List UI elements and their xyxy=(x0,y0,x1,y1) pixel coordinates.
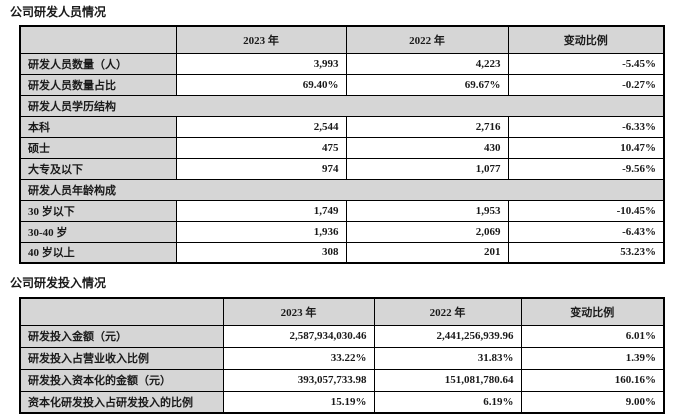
table-section-row: 研发人员学历结构 xyxy=(19,94,665,117)
value-cell-2023: 3,993 xyxy=(175,52,347,75)
table-row: 大专及以下 974 1,077 -9.56% xyxy=(19,157,665,180)
table-row: 硕士 475 430 10.47% xyxy=(19,136,665,159)
rnd-personnel-section-title: 公司研发人员情况 xyxy=(10,5,107,19)
value-cell-change: -10.45% xyxy=(507,199,665,222)
value-cell-2022: 1,077 xyxy=(345,157,509,180)
table-row: 40 岁以上 308 201 53.23% xyxy=(19,241,665,264)
value-cell-change: -5.45% xyxy=(507,52,665,75)
table-section-row: 研发人员年龄构成 xyxy=(19,178,665,201)
value-cell-change: -0.27% xyxy=(507,73,665,96)
value-cell-2022: 2,716 xyxy=(345,115,509,138)
header-change-ratio: 变动比例 xyxy=(520,297,665,326)
row-label-cell: 本科 xyxy=(19,115,177,138)
value-cell-2022: 430 xyxy=(345,136,509,159)
table-header-row: 2023 年 2022 年 变动比例 xyxy=(19,297,665,326)
rnd-investment-table: 2023 年 2022 年 变动比例 研发投入金额（元） 2,587,934,0… xyxy=(19,297,665,414)
row-label-cell: 资本化研发投入占研发投入的比例 xyxy=(19,390,224,414)
value-cell-change: 6.01% xyxy=(520,324,665,348)
row-label-cell: 30-40 岁 xyxy=(19,220,177,243)
value-cell-2022: 2,069 xyxy=(345,220,509,243)
table-header-row: 2023 年 2022 年 变动比例 xyxy=(19,25,665,54)
blank-header-cell xyxy=(19,25,177,54)
section-label-cell: 研发人员学历结构 xyxy=(19,94,665,117)
table-row: 研发投入占营业收入比例 33.22% 31.83% 1.39% xyxy=(19,346,665,370)
value-cell-2023: 1,936 xyxy=(175,220,347,243)
table-row: 研发人员数量占比 69.40% 69.67% -0.27% xyxy=(19,73,665,96)
header-2023: 2023 年 xyxy=(175,25,347,54)
table-row: 研发投入资本化的金额（元） 393,057,733.98 151,081,780… xyxy=(19,368,665,392)
value-cell-change: 10.47% xyxy=(507,136,665,159)
value-cell-2022: 201 xyxy=(345,241,509,264)
value-cell-2023: 1,749 xyxy=(175,199,347,222)
header-change-ratio: 变动比例 xyxy=(507,25,665,54)
value-cell-change: -9.56% xyxy=(507,157,665,180)
header-2022: 2022 年 xyxy=(373,297,522,326)
value-cell-change: 53.23% xyxy=(507,241,665,264)
section-label-cell: 研发人员年龄构成 xyxy=(19,178,665,201)
blank-header-cell xyxy=(19,297,224,326)
value-cell-2023: 475 xyxy=(175,136,347,159)
row-label-cell: 研发投入资本化的金额（元） xyxy=(19,368,224,392)
rnd-investment-section-title: 公司研发投入情况 xyxy=(10,276,107,290)
table-row: 30 岁以下 1,749 1,953 -10.45% xyxy=(19,199,665,222)
rnd-personnel-table: 2023 年 2022 年 变动比例 研发人员数量（人） 3,993 4,223… xyxy=(19,25,665,264)
value-cell-2022: 2,441,256,939.96 xyxy=(373,324,522,348)
row-label-cell: 研发投入金额（元） xyxy=(19,324,224,348)
value-cell-2023: 33.22% xyxy=(222,346,375,370)
value-cell-change: -6.33% xyxy=(507,115,665,138)
value-cell-change: 160.16% xyxy=(520,368,665,392)
value-cell-2023: 393,057,733.98 xyxy=(222,368,375,392)
row-label-cell: 研发投入占营业收入比例 xyxy=(19,346,224,370)
value-cell-2023: 974 xyxy=(175,157,347,180)
row-label-cell: 研发人员数量（人） xyxy=(19,52,177,75)
value-cell-change: -6.43% xyxy=(507,220,665,243)
value-cell-change: 9.00% xyxy=(520,390,665,414)
value-cell-2023: 2,544 xyxy=(175,115,347,138)
value-cell-2023: 15.19% xyxy=(222,390,375,414)
row-label-cell: 研发人员数量占比 xyxy=(19,73,177,96)
table-row: 本科 2,544 2,716 -6.33% xyxy=(19,115,665,138)
table-row: 研发投入金额（元） 2,587,934,030.46 2,441,256,939… xyxy=(19,324,665,348)
value-cell-2023: 2,587,934,030.46 xyxy=(222,324,375,348)
header-2023: 2023 年 xyxy=(222,297,375,326)
row-label-cell: 30 岁以下 xyxy=(19,199,177,222)
row-label-cell: 40 岁以上 xyxy=(19,241,177,264)
value-cell-2022: 151,081,780.64 xyxy=(373,368,522,392)
value-cell-change: 1.39% xyxy=(520,346,665,370)
row-label-cell: 大专及以下 xyxy=(19,157,177,180)
value-cell-2023: 69.40% xyxy=(175,73,347,96)
table-row: 30-40 岁 1,936 2,069 -6.43% xyxy=(19,220,665,243)
table-row: 研发人员数量（人） 3,993 4,223 -5.45% xyxy=(19,52,665,75)
value-cell-2022: 69.67% xyxy=(345,73,509,96)
row-label-cell: 硕士 xyxy=(19,136,177,159)
value-cell-2022: 6.19% xyxy=(373,390,522,414)
value-cell-2022: 1,953 xyxy=(345,199,509,222)
value-cell-2022: 4,223 xyxy=(345,52,509,75)
table-row: 资本化研发投入占研发投入的比例 15.19% 6.19% 9.00% xyxy=(19,390,665,414)
value-cell-2022: 31.83% xyxy=(373,346,522,370)
value-cell-2023: 308 xyxy=(175,241,347,264)
header-2022: 2022 年 xyxy=(345,25,509,54)
